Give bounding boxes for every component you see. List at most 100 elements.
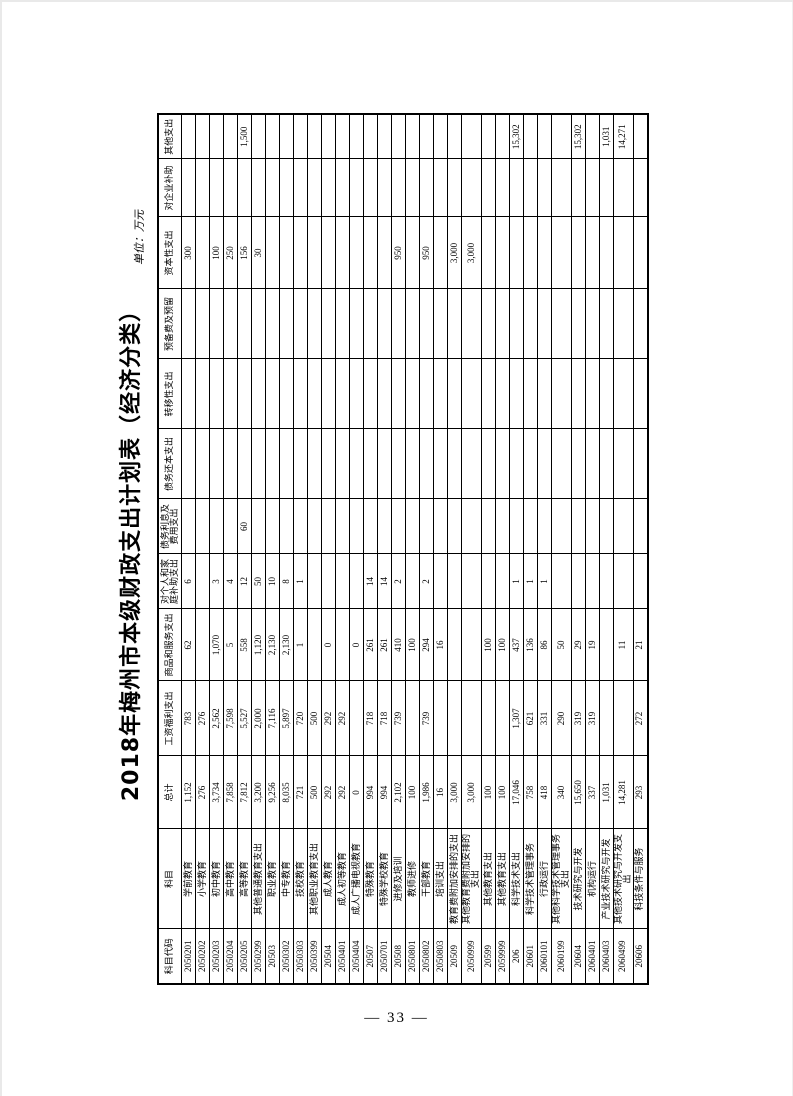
cell-total: 292	[321, 756, 336, 829]
cell-wage-welfare	[433, 681, 448, 756]
cell-other-expense	[223, 114, 238, 159]
cell-wage-welfare: 739	[391, 681, 406, 756]
cell-capital-expense: 300	[181, 217, 196, 289]
table-row: 2050404 成人广播电视教育 0 0	[349, 114, 364, 984]
cell-debt-interest-fees	[571, 499, 586, 554]
cell-subject-name: 其他教育费附加安排的支出	[461, 829, 482, 929]
cell-subject-name: 技校教育	[293, 829, 308, 929]
cell-subject-code: 2050202	[195, 929, 210, 984]
cell-wage-welfare: 331	[537, 681, 552, 756]
table-row: 20503 职业教育 9,256 7,116 2,130 10	[265, 114, 280, 984]
table-row: 2050299 其他普通教育支出 3,200 2,000 1,120 50 30	[251, 114, 266, 984]
cell-goods-services: 11	[613, 609, 634, 681]
cell-other-expense	[251, 114, 266, 159]
cell-reserve-funds	[523, 289, 538, 359]
cell-reserve-funds	[551, 289, 572, 359]
cell-debt-principal	[419, 429, 434, 499]
cell-enterprise-subsidy	[251, 159, 266, 217]
cell-total: 100	[481, 756, 496, 829]
cell-transfer-expense	[181, 359, 196, 429]
cell-debt-interest-fees	[363, 499, 378, 554]
budget-table: 科目代码 科目 总计 工资福利支出 商品和服务支出 对个人和家庭补助支出 债务利息及费用支出…	[157, 113, 649, 985]
cell-transfer-expense	[251, 359, 266, 429]
cell-goods-services	[195, 609, 210, 681]
cell-reserve-funds	[279, 289, 294, 359]
table-row: 2050202 小学教育 276 276	[195, 114, 210, 984]
cell-total: 758	[523, 756, 538, 829]
cell-reserve-funds	[571, 289, 586, 359]
column-header-goods-services: 商品和服务支出	[158, 609, 182, 681]
cell-subject-code: 2050299	[251, 929, 266, 984]
cell-transfer-expense	[537, 359, 552, 429]
cell-individual-family-subsidy	[433, 554, 448, 609]
cell-capital-expense	[307, 217, 322, 289]
table-row: 2050399 其他职业教育支出 500 500	[307, 114, 322, 984]
cell-total: 721	[293, 756, 308, 829]
cell-total: 3,200	[251, 756, 266, 829]
column-header-other-expense: 其他支出	[158, 114, 182, 159]
cell-transfer-expense	[433, 359, 448, 429]
cell-debt-principal	[633, 429, 648, 499]
cell-reserve-funds	[537, 289, 552, 359]
cell-reserve-funds	[237, 289, 252, 359]
cell-subject-name: 行政运行	[537, 829, 552, 929]
cell-debt-interest-fees	[251, 499, 266, 554]
cell-debt-interest-fees	[509, 499, 524, 554]
cell-total: 500	[307, 756, 322, 829]
cell-debt-interest-fees	[551, 499, 572, 554]
table-row: 2050803 培训支出 16 16	[433, 114, 448, 984]
cell-enterprise-subsidy	[209, 159, 224, 217]
cell-total: 2,102	[391, 756, 406, 829]
cell-debt-interest-fees	[461, 499, 482, 554]
cell-wage-welfare: 621	[523, 681, 538, 756]
cell-debt-principal	[237, 429, 252, 499]
cell-enterprise-subsidy	[335, 159, 350, 217]
cell-debt-principal	[551, 429, 572, 499]
cell-enterprise-subsidy	[363, 159, 378, 217]
cell-subject-name: 其他技术研究与开发支出	[613, 829, 634, 929]
cell-reserve-funds	[251, 289, 266, 359]
cell-debt-principal	[599, 429, 614, 499]
cell-capital-expense	[349, 217, 364, 289]
cell-goods-services: 86	[537, 609, 552, 681]
cell-subject-name: 高中教育	[223, 829, 238, 929]
cell-subject-name: 干部教育	[419, 829, 434, 929]
cell-total: 276	[195, 756, 210, 829]
cell-debt-principal	[447, 429, 462, 499]
cell-subject-code: 2050801	[405, 929, 420, 984]
cell-reserve-funds	[613, 289, 634, 359]
cell-capital-expense: 950	[391, 217, 406, 289]
cell-goods-services	[461, 609, 482, 681]
cell-individual-family-subsidy	[307, 554, 322, 609]
cell-enterprise-subsidy	[509, 159, 524, 217]
cell-goods-services	[447, 609, 462, 681]
cell-wage-welfare: 5,897	[279, 681, 294, 756]
cell-debt-interest-fees: 60	[237, 499, 252, 554]
cell-subject-name: 中专教育	[279, 829, 294, 929]
table-row: 2050401 成人初等教育 292 292	[335, 114, 350, 984]
cell-subject-code: 2059999	[495, 929, 510, 984]
table-row: 2060401 机构运行 337 319 19	[585, 114, 600, 984]
cell-individual-family-subsidy: 10	[265, 554, 280, 609]
cell-total: 3,000	[461, 756, 482, 829]
cell-subject-name: 其他教育支出	[481, 829, 496, 929]
cell-debt-principal	[363, 429, 378, 499]
cell-enterprise-subsidy	[279, 159, 294, 217]
cell-subject-code: 2050999	[461, 929, 482, 984]
cell-wage-welfare: 2,000	[251, 681, 266, 756]
cell-subject-name: 机构运行	[585, 829, 600, 929]
cell-debt-interest-fees	[293, 499, 308, 554]
cell-capital-expense	[293, 217, 308, 289]
cell-other-expense	[551, 114, 572, 159]
cell-capital-expense	[509, 217, 524, 289]
cell-individual-family-subsidy: 2	[419, 554, 434, 609]
column-header-individual-family-subsidy: 对个人和家庭补助支出	[158, 554, 182, 609]
cell-subject-code: 20509	[447, 929, 462, 984]
cell-goods-services: 0	[349, 609, 364, 681]
table-row: 2050302 中专教育 8,035 5,897 2,130 8	[279, 114, 294, 984]
cell-total: 3,000	[447, 756, 462, 829]
cell-capital-expense	[321, 217, 336, 289]
cell-reserve-funds	[265, 289, 280, 359]
cell-total: 994	[363, 756, 378, 829]
cell-other-expense	[633, 114, 648, 159]
